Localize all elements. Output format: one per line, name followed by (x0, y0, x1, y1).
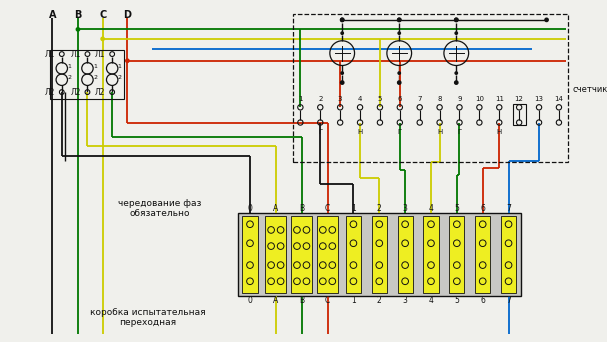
Circle shape (398, 31, 401, 35)
Text: C: C (325, 203, 330, 213)
Text: 4: 4 (358, 96, 362, 102)
Text: 3: 3 (338, 96, 342, 102)
Circle shape (397, 17, 402, 22)
Text: 10: 10 (475, 96, 484, 102)
Bar (50, 50, 124, 99)
Text: 5: 5 (455, 296, 459, 305)
Circle shape (455, 71, 458, 75)
Bar (501, 216, 516, 293)
Text: 6: 6 (480, 296, 485, 305)
Text: счетчик: счетчик (572, 85, 607, 94)
Text: C: C (99, 10, 106, 20)
Circle shape (397, 17, 402, 22)
Text: 14: 14 (554, 96, 563, 102)
Bar (475, 216, 490, 293)
Circle shape (340, 17, 345, 22)
Text: 2: 2 (93, 75, 97, 80)
Text: 13: 13 (535, 96, 543, 102)
Text: 3: 3 (402, 296, 407, 305)
Text: 11: 11 (495, 96, 504, 102)
Text: B: B (74, 10, 81, 20)
Text: 6: 6 (398, 96, 402, 102)
Text: 0: 0 (248, 203, 253, 213)
Bar (317, 216, 338, 293)
Text: 12: 12 (515, 96, 524, 102)
Text: 0: 0 (248, 296, 253, 305)
Text: B: B (299, 296, 304, 305)
Circle shape (454, 80, 459, 85)
Circle shape (341, 31, 344, 35)
Circle shape (340, 80, 345, 85)
Text: 8: 8 (438, 96, 442, 102)
Circle shape (125, 58, 130, 63)
Text: 5: 5 (378, 96, 382, 102)
Text: 1: 1 (298, 96, 303, 102)
Circle shape (341, 71, 344, 75)
Bar (512, 104, 526, 126)
Text: 1: 1 (351, 296, 356, 305)
Bar (449, 216, 464, 293)
Text: A: A (273, 203, 279, 213)
Text: B: B (299, 203, 304, 213)
Text: C: C (325, 296, 330, 305)
Text: 4: 4 (429, 203, 433, 213)
Bar (346, 216, 361, 293)
Circle shape (544, 17, 549, 22)
Text: коробка испытательная
переходная: коробка испытательная переходная (89, 308, 205, 327)
Circle shape (75, 27, 80, 32)
Text: 3: 3 (402, 203, 407, 213)
Text: A: A (273, 296, 279, 305)
Text: 2: 2 (118, 75, 122, 80)
Bar (291, 216, 312, 293)
Text: Л1: Л1 (70, 50, 81, 58)
Bar (293, 14, 568, 162)
Circle shape (340, 17, 345, 22)
Text: Г: Г (398, 129, 402, 135)
Bar (371, 216, 387, 293)
Circle shape (397, 80, 402, 85)
Text: 1: 1 (351, 203, 356, 213)
Text: Л2: Л2 (45, 88, 55, 96)
Bar (423, 216, 439, 293)
Text: 7: 7 (506, 203, 511, 213)
Text: Н: Н (358, 129, 362, 135)
Bar (265, 216, 287, 293)
Text: Н: Н (437, 129, 443, 135)
Text: чередование фаз
обязательно: чередование фаз обязательно (118, 199, 202, 218)
Text: 2: 2 (67, 75, 72, 80)
Text: D: D (123, 10, 131, 20)
Bar (238, 213, 521, 295)
Circle shape (454, 17, 459, 22)
Text: A: A (49, 10, 56, 20)
Text: 2: 2 (377, 203, 382, 213)
Text: 6: 6 (480, 203, 485, 213)
Bar (242, 216, 257, 293)
Text: Л1: Л1 (45, 50, 55, 58)
Circle shape (398, 71, 401, 75)
Text: Л2: Л2 (70, 88, 81, 96)
Text: 1: 1 (93, 64, 97, 69)
Circle shape (454, 17, 459, 22)
Text: 1: 1 (118, 64, 122, 69)
Text: 4: 4 (429, 296, 433, 305)
Text: Л1: Л1 (95, 50, 106, 58)
Text: Г: Г (318, 129, 322, 135)
Text: 7: 7 (506, 296, 511, 305)
Text: 2: 2 (377, 296, 382, 305)
Text: Н: Н (497, 129, 502, 135)
Bar (398, 216, 413, 293)
Text: 9: 9 (457, 96, 462, 102)
Text: 5: 5 (455, 203, 459, 213)
Text: 7: 7 (418, 96, 422, 102)
Circle shape (455, 31, 458, 35)
Circle shape (100, 37, 105, 41)
Text: Л2: Л2 (95, 88, 106, 96)
Text: Г: Г (458, 129, 461, 135)
Text: 2: 2 (318, 96, 322, 102)
Text: 1: 1 (67, 64, 72, 69)
